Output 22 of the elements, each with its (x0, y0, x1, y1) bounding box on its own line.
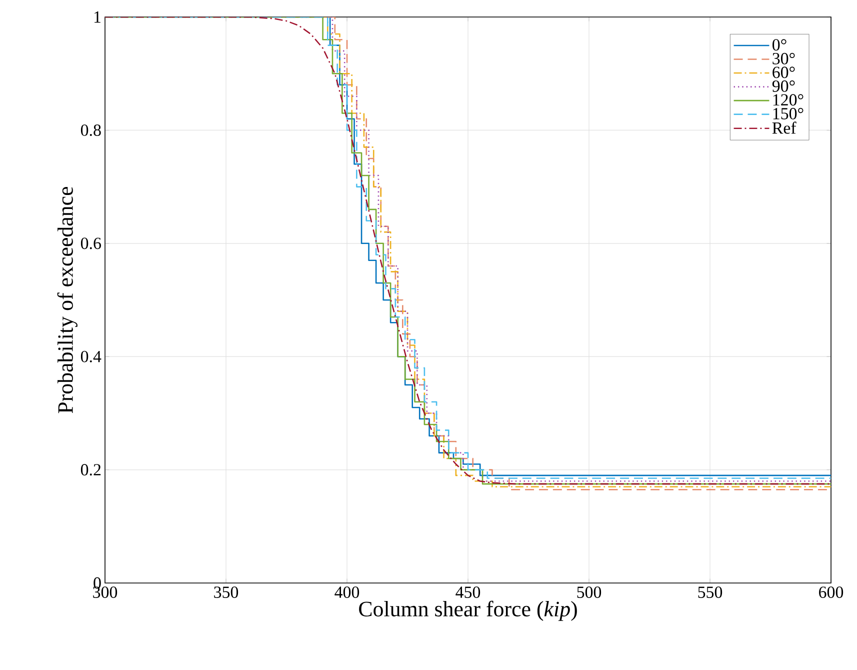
legend-label: 30° (772, 52, 795, 64)
x-tick-label: 350 (214, 586, 238, 598)
x-tick-label: 600 (819, 586, 844, 598)
y-tick-label: 0 (94, 577, 101, 589)
y-tick-label: 0.6 (80, 238, 101, 250)
x-tick-label: 400 (334, 586, 360, 598)
legend-label: 120° (773, 94, 804, 106)
x-axis-title: Column shear force (kip) (359, 600, 577, 621)
legend-label: 60° (772, 66, 795, 78)
legend-label: 0° (772, 39, 786, 51)
y-tick-label: 0.2 (80, 464, 101, 476)
y-axis-title: Probability of exceedance (57, 186, 78, 414)
legend-label: 90° (772, 80, 795, 92)
x-tick-label: 300 (93, 586, 118, 598)
y-tick-label: 0.4 (80, 350, 102, 362)
x-tick-label: 550 (698, 586, 722, 598)
y-tick-label: 0.8 (80, 124, 101, 136)
x-tick-label: 500 (577, 586, 602, 598)
legend-label: Ref (772, 122, 796, 134)
y-tick-label: 1 (94, 11, 100, 23)
legend-label: 150° (773, 108, 804, 120)
x-tick-label: 450 (456, 586, 480, 598)
